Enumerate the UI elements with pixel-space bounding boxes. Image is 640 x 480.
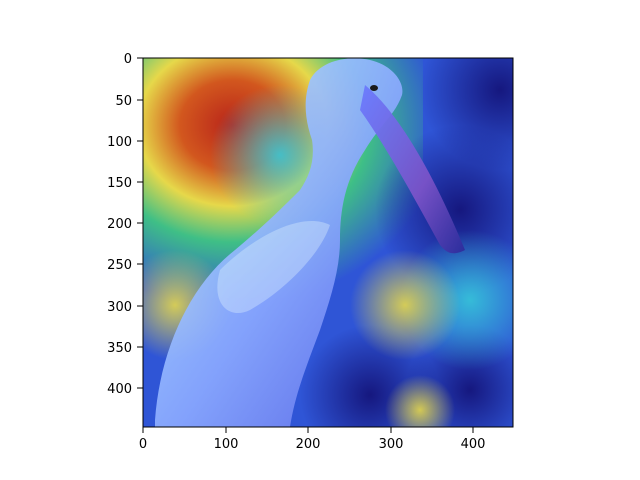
plot-frame [142, 57, 514, 428]
plot-area [143, 58, 513, 427]
y-tick-label: 100 [107, 135, 132, 150]
x-tick-label: 100 [214, 437, 239, 452]
y-tick-label: 150 [107, 176, 132, 191]
y-tick-label: 400 [107, 382, 132, 397]
heatmap-yellow-spot [350, 250, 460, 360]
pelican [155, 58, 465, 427]
pelican-eye [370, 85, 378, 91]
x-tick-label: 400 [461, 437, 486, 452]
y-tick-label: 350 [107, 341, 132, 356]
y-axis: 0 50 100 150 200 250 300 350 400 [107, 52, 143, 397]
pelican-wing-highlight [217, 221, 330, 314]
pelican-beak [360, 85, 465, 254]
y-tick-label: 0 [124, 52, 132, 67]
y-tick-label: 200 [107, 217, 132, 232]
y-tick-label: 250 [107, 258, 132, 273]
y-tick-label: 50 [115, 94, 132, 109]
heatmap-yellow-spot [385, 375, 455, 427]
x-axis: 0 100 200 300 400 [139, 427, 486, 452]
y-tick-label: 300 [107, 300, 132, 315]
x-tick-label: 0 [139, 437, 147, 452]
x-tick-label: 200 [296, 437, 321, 452]
x-tick-label: 300 [379, 437, 404, 452]
pelican-body [155, 58, 403, 427]
